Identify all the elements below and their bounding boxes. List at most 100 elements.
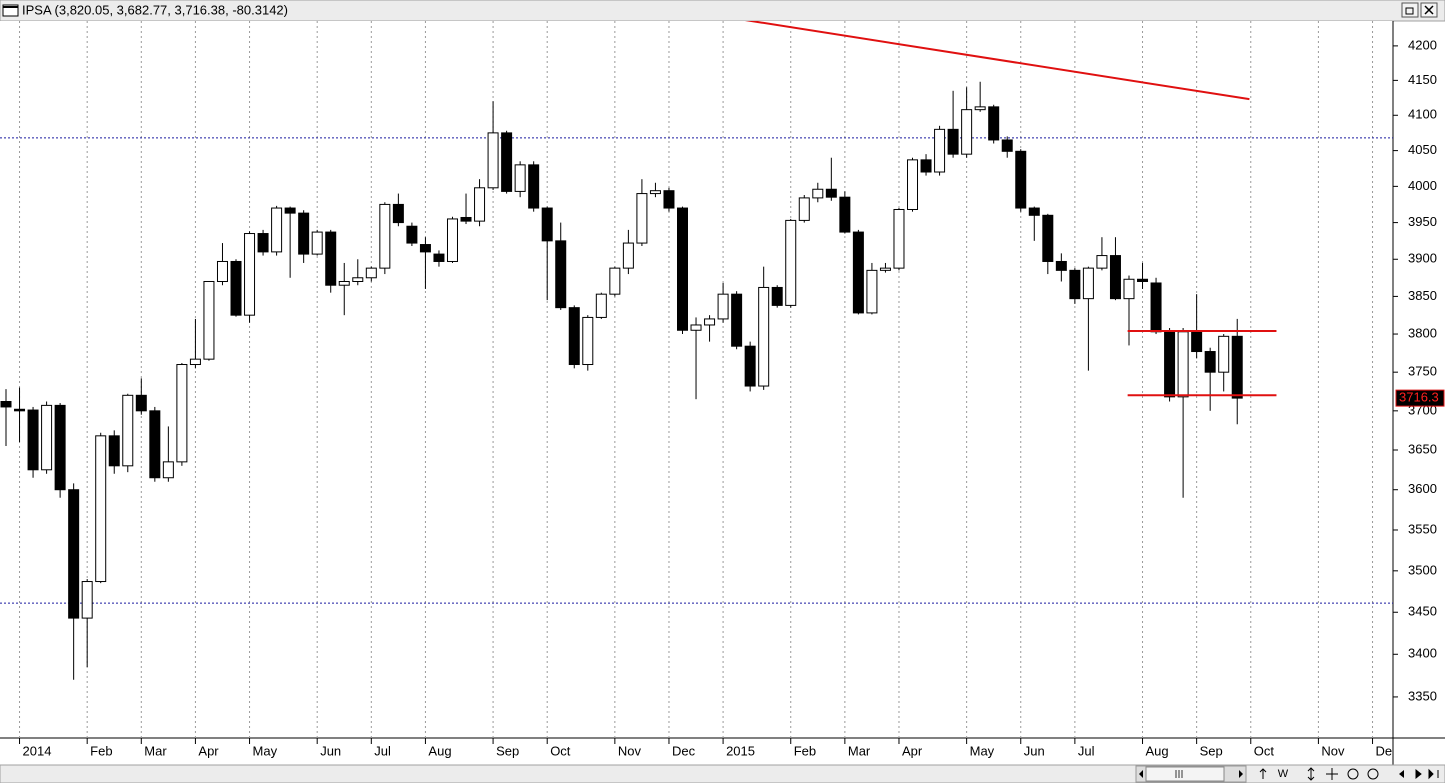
move-button[interactable] xyxy=(1326,768,1338,780)
candle-body xyxy=(257,233,269,253)
y-tick-label: 3850 xyxy=(1408,288,1437,303)
candle-body xyxy=(704,318,716,326)
candle-body xyxy=(433,253,445,262)
x-tick-label: Jul xyxy=(374,743,391,758)
candle-body xyxy=(731,293,743,347)
candle-body xyxy=(406,225,418,244)
candle-body xyxy=(338,280,350,286)
y-tick-label: 4150 xyxy=(1408,72,1437,87)
restore-button[interactable] xyxy=(1401,2,1419,18)
candle-body xyxy=(609,267,621,295)
candle-body xyxy=(419,244,431,253)
y-tick-label: 3400 xyxy=(1408,646,1437,661)
x-tick-label: 2015 xyxy=(726,743,755,758)
y-tick-label: 3800 xyxy=(1408,325,1437,340)
candle-body xyxy=(866,269,878,314)
candle-body xyxy=(81,581,93,619)
y-tick-label: 3350 xyxy=(1408,688,1437,703)
x-tick-label: Nov xyxy=(1321,743,1345,758)
candle-body xyxy=(284,207,296,214)
last-price-box xyxy=(1395,389,1445,407)
x-axis: 2014 Feb Mar Apr May Jun Jul Aug Sep Oct Nov Dec 201… xyxy=(19,738,1393,758)
x-tick-label: Mar xyxy=(144,743,167,758)
candle-body xyxy=(68,489,80,619)
grid xyxy=(0,21,1393,738)
x-tick-label: May xyxy=(253,743,278,758)
period-button[interactable]: W xyxy=(1278,768,1289,780)
last-price-label: 3716.3 xyxy=(1399,390,1439,405)
candle-body xyxy=(1042,214,1054,262)
candle-body xyxy=(203,280,215,360)
scroll-right-buttons[interactable] xyxy=(1415,768,1439,780)
x-tick-label: Feb xyxy=(794,743,816,758)
candle-body xyxy=(135,394,147,412)
candle-body xyxy=(798,197,810,221)
candle-body xyxy=(311,231,323,255)
scale-button[interactable] xyxy=(1307,767,1315,781)
candle-body xyxy=(446,218,458,262)
candle-body xyxy=(244,233,256,316)
candle-body xyxy=(352,277,364,282)
x-tick-label: Jun xyxy=(320,743,341,758)
candle-body xyxy=(744,345,756,387)
candle-body xyxy=(893,208,905,269)
y-tick-label: 3550 xyxy=(1408,521,1437,536)
x-tick-label: 2014 xyxy=(23,743,52,758)
candle-body xyxy=(487,132,499,189)
candle-body xyxy=(907,159,919,210)
candle-body xyxy=(95,435,107,583)
x-tick-label: Jul xyxy=(1078,743,1095,758)
x-tick-label: Apr xyxy=(198,743,219,758)
candle-body xyxy=(176,364,188,463)
candle-body xyxy=(663,190,675,209)
candle-body xyxy=(298,212,310,255)
zoom-out-button[interactable] xyxy=(1347,768,1359,780)
zoom-in-button[interactable] xyxy=(1367,768,1379,780)
candle-body xyxy=(758,286,770,387)
candle-body xyxy=(555,240,567,309)
candle-body xyxy=(771,286,783,306)
candle-body xyxy=(825,188,837,198)
candle-body xyxy=(1082,267,1094,300)
candle-body xyxy=(1123,278,1135,300)
y-tick-label: 3600 xyxy=(1408,481,1437,496)
x-tick-label: Aug xyxy=(1146,743,1169,758)
x-tick-label: Jun xyxy=(1024,743,1045,758)
scroll-grip xyxy=(1175,770,1183,778)
candle-body xyxy=(325,231,337,286)
y-axis: 3350340034503500355036003650370037503800… xyxy=(1393,37,1445,703)
y-tick-label: 4050 xyxy=(1408,142,1437,157)
candle-body xyxy=(1069,269,1081,300)
candle-body xyxy=(122,394,134,467)
chart-title: IPSA (3,820.05, 3,682.77, 3,716.38, -80.… xyxy=(22,2,288,17)
close-icon xyxy=(1424,5,1434,15)
x-tick-label: Oct xyxy=(1254,743,1275,758)
candles xyxy=(0,21,1277,680)
candle-body xyxy=(379,203,391,269)
candle-body xyxy=(1231,335,1243,399)
candle-body xyxy=(622,242,634,269)
candle-body xyxy=(947,128,959,155)
refresh-button[interactable] xyxy=(1259,768,1267,779)
candle-body xyxy=(108,435,120,467)
candle-body xyxy=(852,231,864,314)
y-tick-label: 3900 xyxy=(1408,251,1437,266)
candle-body xyxy=(162,461,174,479)
y-tick-label: 4200 xyxy=(1408,37,1437,52)
candle-body xyxy=(582,316,594,366)
y-tick-label: 4000 xyxy=(1408,178,1437,193)
candle-body xyxy=(54,404,66,491)
candle-body xyxy=(717,293,729,320)
candle-body xyxy=(595,293,607,318)
candle-body xyxy=(1055,260,1067,271)
window-buttons[interactable] xyxy=(1401,2,1438,18)
scroll-left-button[interactable] xyxy=(1399,770,1404,778)
candle-body xyxy=(501,132,513,192)
scroll-thumb[interactable] xyxy=(1145,766,1225,782)
candle-body xyxy=(14,408,26,412)
candle-body xyxy=(189,358,201,366)
candle-body xyxy=(988,106,1000,141)
candle-body xyxy=(1177,331,1189,398)
candle-body xyxy=(1191,331,1203,353)
